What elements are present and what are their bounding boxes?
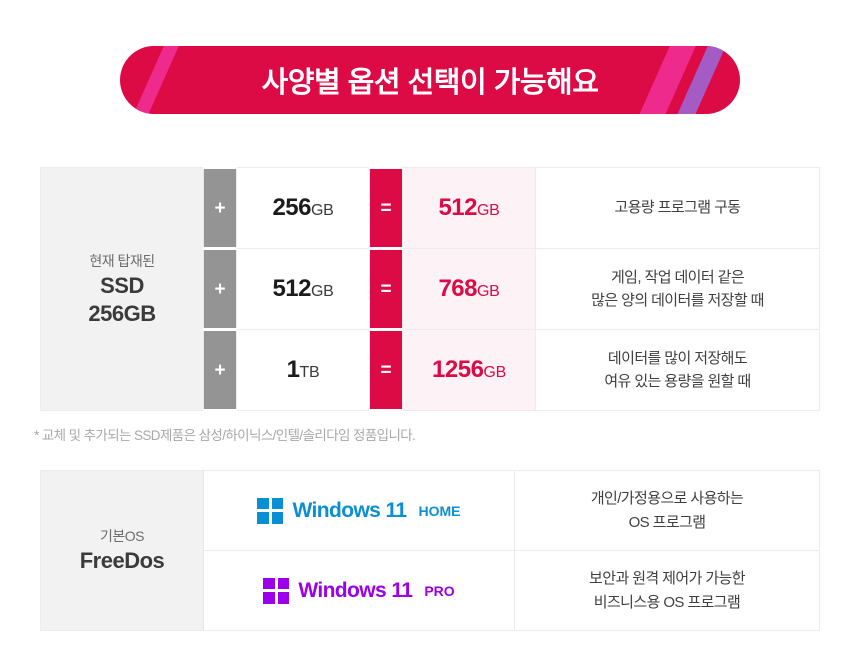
ssd-label-big-line1: SSD — [100, 273, 144, 298]
ssd-description-cell: 데이터를 많이 저장해도 여유 있는 용량을 원할 때 — [535, 329, 820, 411]
os-options-table: 기본OS FreeDos Windows 11 HOME 개인/가정용으로 사용하… — [40, 470, 820, 631]
ssd-result-number: 512 — [438, 194, 477, 221]
ssd-desc-line2: 여유 있는 용량을 원할 때 — [604, 373, 751, 390]
ssd-description-cell: 고용량 프로그램 구동 — [535, 167, 820, 249]
plus-operator-cell: + — [203, 328, 237, 412]
ssd-add-number: 1 — [286, 356, 300, 383]
ssd-add-unit: GB — [311, 283, 334, 300]
os-edition: PRO — [424, 582, 455, 599]
windows-logo-icon — [263, 577, 290, 604]
plus-icon: + — [214, 197, 226, 219]
os-label-big: FreeDos — [79, 548, 165, 574]
ssd-options-table: 현재 탑재된 SSD 256GB + 256GB = 512GB 고용량 프로그… — [40, 166, 820, 412]
banner-section: 사양별 옵션 선택이 가능해요 — [0, 0, 860, 160]
plus-operator-cell: + — [203, 247, 237, 331]
windows-logo-icon — [257, 497, 284, 524]
os-edition: HOME — [418, 502, 461, 519]
os-name: Windows 11 — [292, 498, 407, 522]
os-label-small: 기본OS — [100, 528, 145, 545]
ssd-desc-line1: 게임, 작업 데이터 같은 — [610, 268, 745, 286]
table-row: + 1TB = 1256GB 데이터를 많이 저장해도 여유 있는 용량을 원할… — [41, 328, 820, 412]
ssd-result-number: 1256 — [432, 356, 484, 383]
banner-stripe-left-icon — [120, 46, 188, 114]
ssd-desc-line1: 고용량 프로그램 구동 — [614, 199, 742, 217]
os-option-home-cell[interactable]: Windows 11 HOME — [203, 470, 515, 551]
os-desc-line1: 개인/가정용으로 사용하는 — [590, 490, 744, 508]
equals-icon: = — [380, 359, 392, 381]
ssd-result-capacity-cell: 512GB — [402, 167, 536, 249]
ssd-label-big-line2: 256GB — [88, 300, 156, 326]
ssd-result-capacity-cell: 1256GB — [402, 329, 536, 411]
ssd-result-unit: GB — [477, 202, 500, 219]
plus-operator-cell: + — [203, 166, 237, 250]
ssd-add-capacity-cell[interactable]: 256GB — [236, 167, 370, 249]
ssd-result-unit: GB — [477, 283, 500, 300]
ssd-add-capacity-cell[interactable]: 512GB — [236, 248, 370, 330]
ssd-desc-line1: 데이터를 많이 저장해도 — [607, 349, 748, 367]
ssd-description-cell: 게임, 작업 데이터 같은 많은 양의 데이터를 저장할 때 — [535, 248, 820, 330]
os-default-label-cell: 기본OS FreeDos — [40, 470, 204, 631]
ssd-footnote: * 교체 및 추가되는 SSD제품은 삼성/하이닉스/인텔/솔리다임 정품입니다… — [34, 428, 416, 443]
os-option-pro-cell[interactable]: Windows 11 PRO — [203, 550, 515, 631]
headline-banner: 사양별 옵션 선택이 가능해요 — [120, 46, 740, 114]
plus-icon: + — [214, 278, 226, 300]
ssd-add-capacity-cell[interactable]: 1TB — [236, 329, 370, 411]
equals-icon: = — [380, 278, 392, 300]
table-row: 현재 탑재된 SSD 256GB + 256GB = 512GB 고용량 프로그… — [40, 166, 820, 411]
equals-icon: = — [380, 197, 392, 219]
os-desc-line1: 보안과 원격 제어가 가능한 — [589, 570, 746, 588]
os-description-cell: 개인/가정용으로 사용하는 OS 프로그램 — [514, 470, 820, 551]
table-row: + 512GB = 768GB 게임, 작업 데이터 같은 많은 양의 데이터를… — [41, 247, 820, 331]
os-name: Windows 11 — [298, 578, 413, 602]
ssd-desc-line2: 많은 양의 데이터를 저장할 때 — [591, 292, 764, 309]
ssd-add-number: 256 — [272, 194, 311, 221]
os-desc-line2: 비즈니스용 OS 프로그램 — [593, 593, 741, 611]
ssd-label-small: 현재 탑재된 — [89, 253, 155, 269]
ssd-current-label-cell: 현재 탑재된 SSD 256GB — [40, 167, 204, 411]
ssd-add-unit: GB — [311, 202, 334, 219]
plus-icon: + — [214, 359, 226, 381]
table-row: Windows 11 PRO 보안과 원격 제어가 가능한 비즈니스용 OS 프로… — [41, 550, 820, 631]
windows-11-pro-logo: Windows 11 PRO — [204, 577, 514, 604]
table-row: 기본OS FreeDos Windows 11 HOME 개인/가정용으로 사용하… — [40, 470, 820, 631]
ssd-result-unit: GB — [483, 364, 506, 381]
equals-operator-cell: = — [369, 166, 403, 250]
banner-title: 사양별 옵션 선택이 가능해요 — [261, 67, 599, 99]
windows-11-home-logo: Windows 11 HOME — [204, 497, 514, 524]
ssd-add-number: 512 — [272, 275, 311, 302]
ssd-result-capacity-cell: 768GB — [402, 248, 536, 330]
os-desc-line2: OS 프로그램 — [628, 513, 706, 531]
equals-operator-cell: = — [369, 328, 403, 412]
ssd-add-unit: TB — [299, 364, 320, 381]
os-description-cell: 보안과 원격 제어가 가능한 비즈니스용 OS 프로그램 — [514, 550, 820, 631]
ssd-result-number: 768 — [438, 275, 477, 302]
equals-operator-cell: = — [369, 247, 403, 331]
